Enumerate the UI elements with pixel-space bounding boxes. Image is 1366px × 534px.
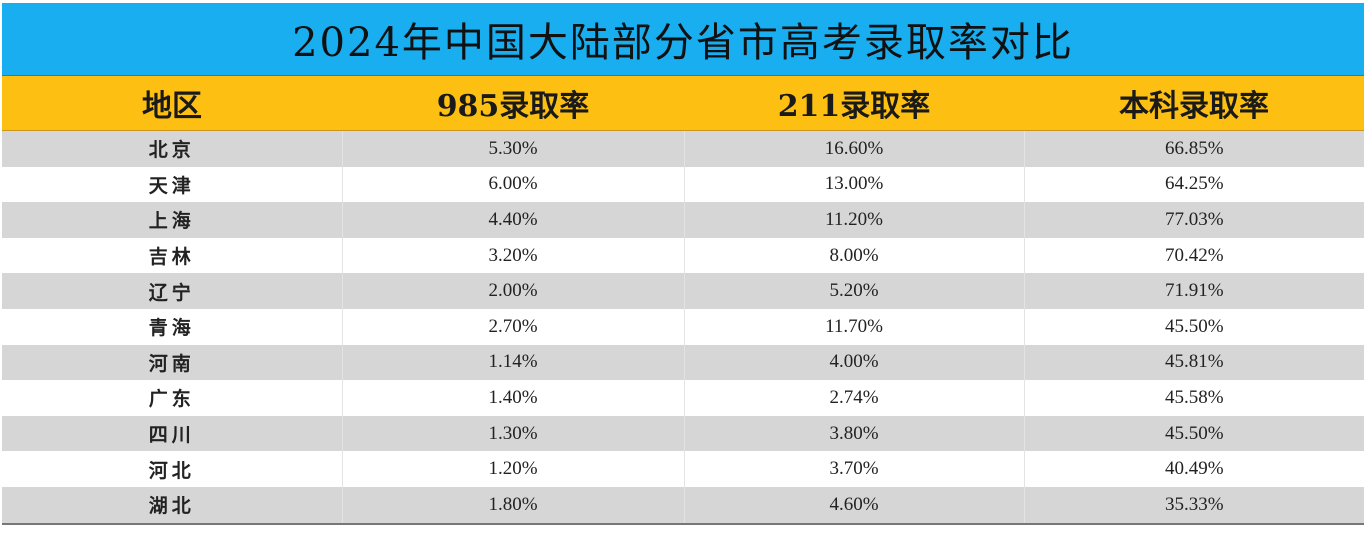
- rate-211-cell: 4.00%: [684, 344, 1025, 381]
- table-row: 河南 1.14% 4.00% 45.81%: [2, 344, 1364, 381]
- table-row: 天津 6.00% 13.00% 64.25%: [2, 166, 1364, 203]
- column-header-985-rate: 985录取率: [342, 76, 684, 131]
- admission-rate-table: 地区 985录取率 211录取率 本科录取率 北京 5.30% 16.60% 66.8…: [2, 76, 1364, 523]
- table-row: 辽宁 2.00% 5.20% 71.91%: [2, 273, 1364, 309]
- region-cell: 四川: [2, 415, 343, 452]
- table-row: 四川 1.30% 3.80% 45.50%: [2, 415, 1364, 452]
- region-cell: 河南: [2, 344, 343, 381]
- rate-undergrad-cell: 35.33%: [1024, 486, 1364, 523]
- rate-211-cell: 11.20%: [684, 202, 1025, 238]
- column-header-region: 地区: [2, 76, 342, 131]
- rate-undergrad-cell: 45.58%: [1024, 380, 1364, 416]
- region-cell: 广东: [2, 380, 343, 416]
- table-row: 湖北 1.80% 4.60% 35.33%: [2, 486, 1364, 523]
- table-row: 广东 1.40% 2.74% 45.58%: [2, 380, 1364, 416]
- rate-985-cell: 2.00%: [342, 273, 685, 309]
- column-header-211-rate: 211录取率: [684, 76, 1024, 131]
- spreadsheet-table: 2024年中国大陆部分省市高考录取率对比 地区 985录取率 211录取率 本科…: [2, 3, 1364, 527]
- rate-undergrad-cell: 70.42%: [1024, 237, 1364, 274]
- rate-985-cell: 1.80%: [342, 486, 685, 523]
- bottom-border: [2, 522, 1364, 525]
- rate-211-cell: 4.60%: [684, 486, 1025, 523]
- rate-undergrad-cell: 77.03%: [1024, 202, 1364, 238]
- rate-undergrad-cell: 45.50%: [1024, 415, 1364, 452]
- table-title: 2024年中国大陆部分省市高考录取率对比: [292, 20, 1074, 66]
- rate-985-cell: 1.20%: [342, 451, 685, 487]
- rate-211-cell: 11.70%: [684, 308, 1025, 345]
- region-cell: 辽宁: [2, 273, 343, 309]
- rate-211-cell: 13.00%: [684, 166, 1025, 203]
- table-row: 北京 5.30% 16.60% 66.85%: [2, 130, 1364, 167]
- rate-211-cell: 3.80%: [684, 415, 1025, 452]
- region-cell: 吉林: [2, 237, 343, 274]
- region-cell: 上海: [2, 202, 343, 238]
- rate-undergrad-cell: 45.81%: [1024, 344, 1364, 381]
- rate-211-cell: 16.60%: [684, 130, 1025, 167]
- rate-985-cell: 2.70%: [342, 308, 685, 345]
- rate-985-cell: 1.40%: [342, 380, 685, 416]
- table-body: 北京 5.30% 16.60% 66.85% 天津 6.00% 13.00% 64.25% 上海…: [2, 130, 1364, 523]
- rate-undergrad-cell: 45.50%: [1024, 308, 1364, 345]
- rate-211-cell: 5.20%: [684, 273, 1025, 309]
- rate-985-cell: 1.30%: [342, 415, 685, 452]
- rate-211-cell: 2.74%: [684, 380, 1025, 416]
- rate-undergrad-cell: 40.49%: [1024, 451, 1364, 487]
- table-row: 青海 2.70% 11.70% 45.50%: [2, 308, 1364, 345]
- rate-undergrad-cell: 64.25%: [1024, 166, 1364, 203]
- region-cell: 青海: [2, 308, 343, 345]
- region-cell: 湖北: [2, 486, 343, 523]
- rate-211-cell: 8.00%: [684, 237, 1025, 274]
- rate-985-cell: 1.14%: [342, 344, 685, 381]
- region-cell: 河北: [2, 451, 343, 487]
- table-row: 河北 1.20% 3.70% 40.49%: [2, 451, 1364, 487]
- rate-211-cell: 3.70%: [684, 451, 1025, 487]
- rate-985-cell: 6.00%: [342, 166, 685, 203]
- table-row: 吉林 3.20% 8.00% 70.42%: [2, 237, 1364, 274]
- region-cell: 北京: [2, 130, 343, 167]
- rate-985-cell: 3.20%: [342, 237, 685, 274]
- header-row: 地区 985录取率 211录取率 本科录取率: [2, 76, 1364, 131]
- rate-undergrad-cell: 66.85%: [1024, 130, 1364, 167]
- title-bar: 2024年中国大陆部分省市高考录取率对比: [2, 3, 1364, 76]
- region-cell: 天津: [2, 166, 343, 203]
- rate-undergrad-cell: 71.91%: [1024, 273, 1364, 309]
- column-header-undergrad-rate: 本科录取率: [1024, 76, 1364, 131]
- rate-985-cell: 4.40%: [342, 202, 685, 238]
- table-row: 上海 4.40% 11.20% 77.03%: [2, 202, 1364, 238]
- rate-985-cell: 5.30%: [342, 130, 685, 167]
